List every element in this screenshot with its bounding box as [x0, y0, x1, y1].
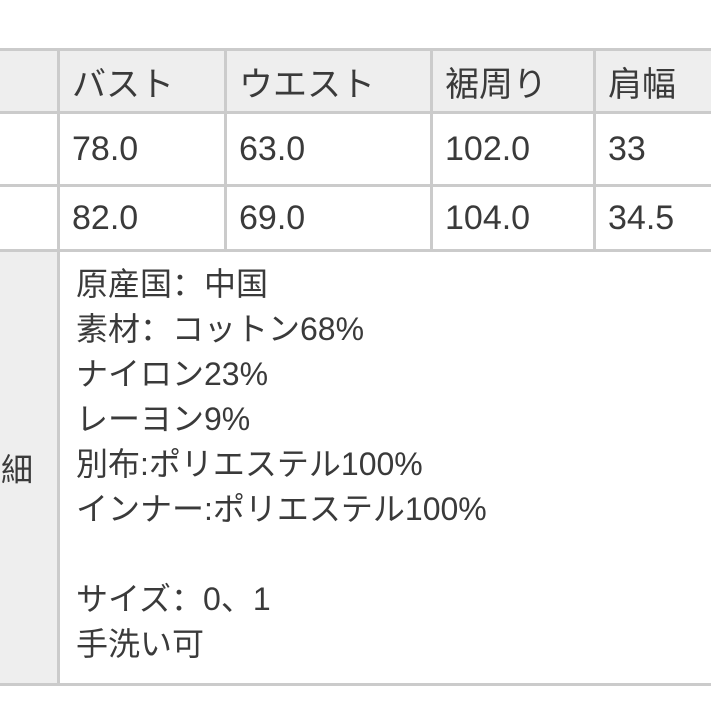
cell-shoulder-row2: 34.5 [593, 184, 711, 252]
table-row: 78.0 63.0 102.0 33 [0, 111, 711, 187]
detail-line-nylon: ナイロン23% [76, 356, 269, 392]
details-cell: 原産国：中国 素材：コットン68% ナイロン23% レーヨン9% 別布:ポリエス… [57, 249, 711, 686]
detail-line-material: 素材：コットン68% [76, 311, 365, 347]
detail-line-wash: 手洗い可 [76, 626, 205, 662]
detail-line-blank [76, 532, 711, 577]
column-header-hem: 裾周り [430, 48, 596, 114]
row-label-cell [0, 111, 60, 187]
detail-line-contrast-fabric: 別布:ポリエステル100% [76, 446, 423, 482]
cell-bust-row2: 82.0 [57, 184, 227, 252]
cell-hem-row1: 102.0 [430, 111, 596, 187]
detail-line-sizes: サイズ：0、1 [76, 581, 271, 617]
cell-bust-row1: 78.0 [57, 111, 227, 187]
column-header-waist: ウエスト [224, 48, 433, 114]
size-table: バスト ウエスト 裾周り 肩幅 78.0 63.0 102.0 33 82.0 … [0, 48, 711, 686]
row-label-cell [0, 184, 60, 252]
table-row: 82.0 69.0 104.0 34.5 [0, 184, 711, 252]
column-header-shoulder: 肩幅 [593, 48, 711, 114]
detail-line-origin: 原産国：中国 [76, 266, 269, 302]
detail-line-inner: インナー:ポリエステル100% [76, 491, 487, 527]
cell-hem-row2: 104.0 [430, 184, 596, 252]
details-row: 細 原産国：中国 素材：コットン68% ナイロン23% レーヨン9% 別布:ポリ… [0, 249, 711, 686]
cell-waist-row1: 63.0 [224, 111, 433, 187]
cell-shoulder-row1: 33 [593, 111, 711, 187]
column-header-bust: バスト [57, 48, 227, 114]
details-row-label: 細 [0, 249, 60, 686]
detail-line-rayon: レーヨン9% [76, 401, 251, 437]
cell-waist-row2: 69.0 [224, 184, 433, 252]
corner-cell [0, 48, 60, 114]
size-table-header-row: バスト ウエスト 裾周り 肩幅 [0, 48, 711, 114]
